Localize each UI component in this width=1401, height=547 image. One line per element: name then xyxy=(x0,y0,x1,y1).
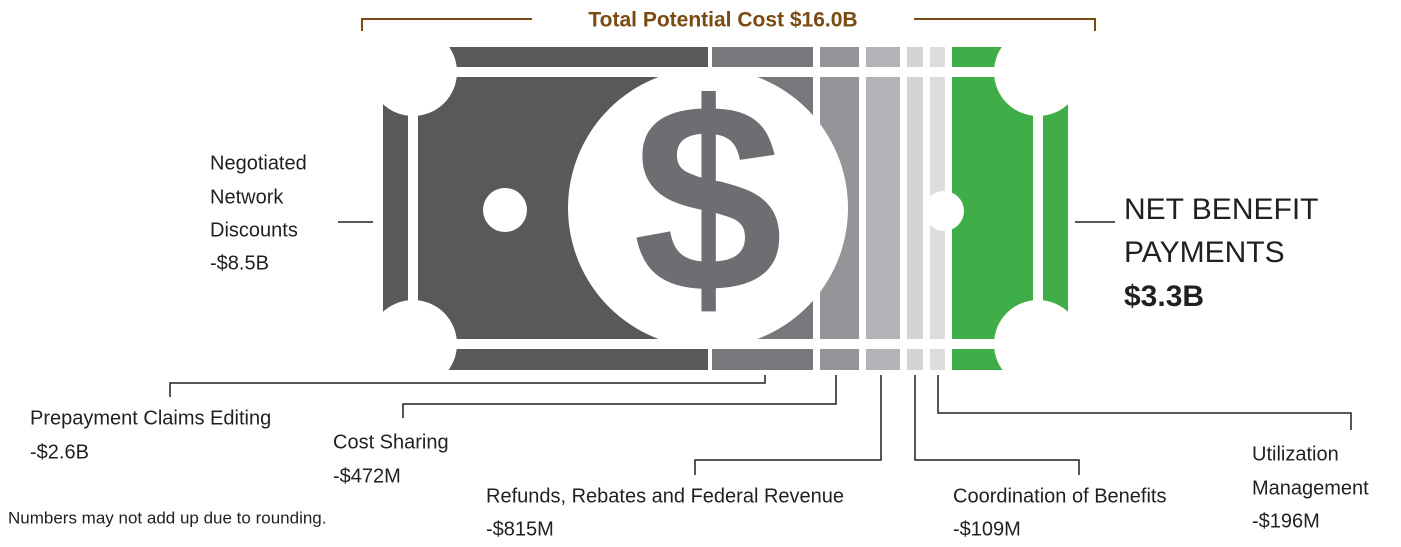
bill-dot xyxy=(483,188,527,232)
segment-label: Cost Sharing xyxy=(333,431,449,453)
net-label: NET BENEFIT xyxy=(1124,193,1318,226)
net-label: PAYMENTS xyxy=(1124,236,1285,269)
segment-value: -$2.6B xyxy=(30,441,89,463)
bill: $ xyxy=(369,28,1082,388)
bill-dot xyxy=(924,191,964,231)
segment xyxy=(866,47,900,370)
segment-label: Network xyxy=(210,186,284,208)
net-value: $3.3B xyxy=(1124,280,1204,313)
leader xyxy=(695,375,881,475)
segment-value: -$472M xyxy=(333,465,401,487)
segment-value: -$8.5B xyxy=(210,252,269,274)
segment-value: -$815M xyxy=(486,518,554,540)
infographic: Total Potential Cost $16.0B $ Negotiated… xyxy=(0,0,1401,547)
segment-value: -$196M xyxy=(1252,510,1320,532)
leader xyxy=(915,375,1079,475)
corner xyxy=(369,28,457,116)
leader xyxy=(403,375,836,418)
leader xyxy=(170,375,765,397)
segment-label: Management xyxy=(1252,477,1369,499)
segment-label: Prepayment Claims Editing xyxy=(30,407,271,429)
segment-label: Negotiated xyxy=(210,152,307,174)
corner xyxy=(369,300,457,388)
footnote: Numbers may not add up due to rounding. xyxy=(8,508,326,527)
leader xyxy=(938,375,1351,430)
segment-value: -$109M xyxy=(953,518,1021,540)
segment-label: Discounts xyxy=(210,219,298,241)
segment-label: Utilization xyxy=(1252,443,1339,465)
segment xyxy=(907,47,923,370)
total-title: Total Potential Cost $16.0B xyxy=(588,9,857,32)
dollar-symbol: $ xyxy=(633,48,783,349)
corner xyxy=(994,300,1082,388)
corner xyxy=(994,28,1082,116)
segment-label: Refunds, Rebates and Federal Revenue xyxy=(486,485,844,507)
segment-label: Coordination of Benefits xyxy=(953,485,1166,507)
